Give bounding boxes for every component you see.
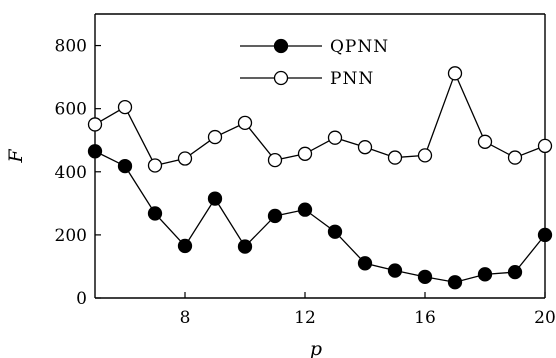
y-axis-title: F bbox=[5, 149, 27, 164]
data-point-pnn bbox=[449, 67, 462, 80]
legend-entry-pnn: PNN bbox=[240, 69, 374, 89]
x-axis-title: p bbox=[310, 338, 322, 358]
plot-frame bbox=[95, 14, 545, 298]
data-point-qpnn bbox=[479, 268, 492, 281]
data-point-qpnn bbox=[539, 228, 552, 241]
legend-marker-pnn bbox=[275, 72, 288, 85]
data-point-pnn bbox=[149, 159, 162, 172]
data-point-pnn bbox=[329, 131, 342, 144]
legend-entry-qpnn: QPNN bbox=[240, 37, 389, 57]
data-point-pnn bbox=[539, 139, 552, 152]
x-tick-label: 20 bbox=[534, 308, 556, 328]
data-point-qpnn bbox=[149, 207, 162, 220]
data-point-qpnn bbox=[329, 225, 342, 238]
data-point-qpnn bbox=[389, 264, 402, 277]
data-point-pnn bbox=[389, 151, 402, 164]
data-point-qpnn bbox=[299, 203, 312, 216]
data-point-pnn bbox=[299, 147, 312, 160]
data-point-qpnn bbox=[89, 145, 102, 158]
series-line-qpnn bbox=[95, 151, 545, 282]
data-point-qpnn bbox=[119, 160, 132, 173]
y-tick-label: 800 bbox=[55, 37, 87, 57]
data-point-qpnn bbox=[449, 276, 462, 289]
legend-label-pnn: PNN bbox=[330, 69, 374, 89]
x-tick-label: 12 bbox=[294, 308, 316, 328]
data-point-qpnn bbox=[269, 209, 282, 222]
data-point-pnn bbox=[359, 141, 372, 154]
y-tick-label: 200 bbox=[55, 226, 87, 246]
data-point-pnn bbox=[89, 118, 102, 131]
series-pnn bbox=[89, 67, 552, 172]
y-tick-label: 0 bbox=[76, 289, 87, 309]
data-point-pnn bbox=[479, 135, 492, 148]
data-point-qpnn bbox=[359, 257, 372, 270]
data-point-pnn bbox=[209, 131, 222, 144]
data-point-qpnn bbox=[509, 266, 522, 279]
data-point-qpnn bbox=[419, 270, 432, 283]
y-tick-label: 400 bbox=[55, 163, 87, 183]
data-point-pnn bbox=[239, 116, 252, 129]
legend-marker-qpnn bbox=[275, 40, 288, 53]
data-point-pnn bbox=[119, 101, 132, 114]
data-point-qpnn bbox=[209, 192, 222, 205]
data-point-pnn bbox=[179, 152, 192, 165]
data-point-qpnn bbox=[179, 239, 192, 252]
series-layer bbox=[89, 67, 552, 289]
data-point-qpnn bbox=[239, 240, 252, 253]
y-tick-label: 600 bbox=[55, 100, 87, 120]
x-tick-label: 16 bbox=[414, 308, 436, 328]
legend: QPNN PNN bbox=[240, 37, 389, 89]
series-line-pnn bbox=[95, 73, 545, 165]
x-tick-label: 8 bbox=[180, 308, 191, 328]
legend-label-qpnn: QPNN bbox=[330, 37, 389, 57]
y-axis-ticks: 0 200 400 600 800 bbox=[55, 37, 101, 309]
data-point-pnn bbox=[419, 149, 432, 162]
data-point-pnn bbox=[509, 151, 522, 164]
data-point-pnn bbox=[269, 154, 282, 167]
